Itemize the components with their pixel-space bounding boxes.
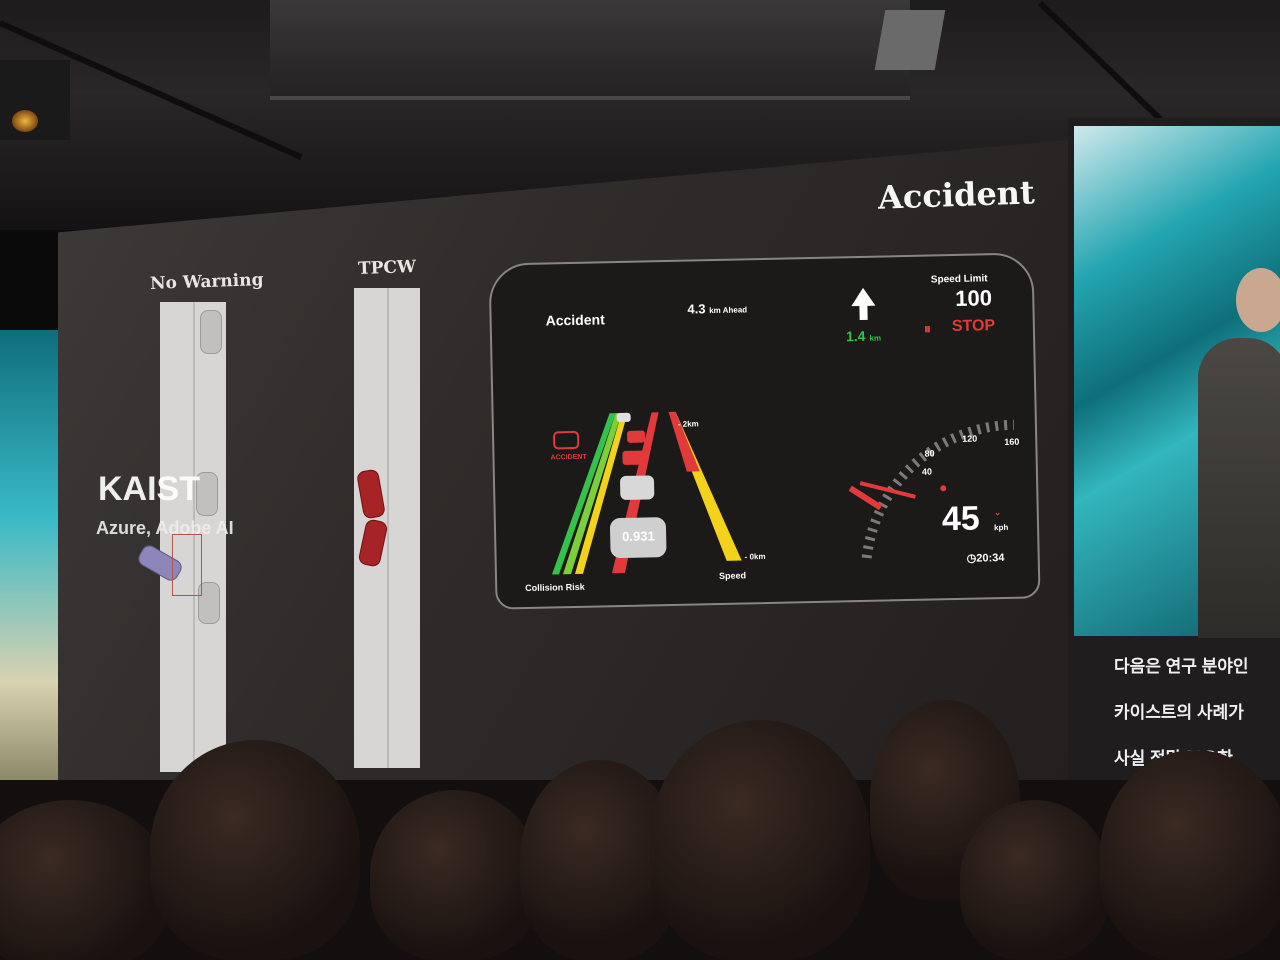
speed-bar-top bbox=[668, 411, 700, 472]
speed-needle bbox=[859, 481, 916, 499]
clock-icon: ◷ bbox=[966, 552, 977, 565]
lead-car bbox=[620, 475, 655, 500]
dial-tick: 160 bbox=[1004, 436, 1020, 447]
no-warning-label: No Warning bbox=[149, 270, 264, 294]
subtitle-line: 카이스트의 사례가 bbox=[1114, 703, 1244, 722]
car bbox=[200, 310, 222, 354]
audience bbox=[0, 700, 1280, 960]
risk-value: 0.931 bbox=[622, 528, 655, 545]
subtitle-line: 다음은 연구 분야인 bbox=[1114, 657, 1249, 676]
audience-head bbox=[1100, 750, 1280, 960]
ceiling-panel bbox=[270, 0, 910, 100]
speed-limit-value: 100 bbox=[955, 285, 993, 311]
stage-light bbox=[12, 110, 38, 132]
speed-down-icon: ⌄ bbox=[993, 507, 1002, 518]
car bbox=[196, 472, 218, 516]
collision-risk-bar bbox=[562, 412, 622, 575]
stop-label: STOP bbox=[951, 317, 996, 336]
accident-icon-label: ACCIDENT bbox=[550, 453, 587, 462]
nav-distance: 1.4 km bbox=[845, 327, 882, 345]
dial-tick: 40 bbox=[921, 466, 933, 477]
audience-head bbox=[0, 800, 170, 960]
dial-tick: 120 bbox=[962, 433, 978, 444]
stop-icon: ⏸ bbox=[923, 320, 932, 337]
partners-text: Azure, Adobe AI bbox=[96, 518, 234, 538]
car-red bbox=[357, 518, 389, 568]
lead-car bbox=[616, 412, 631, 423]
ego-car bbox=[610, 517, 667, 559]
accident-car-icon bbox=[553, 430, 580, 450]
tpcw-label: TPCW bbox=[357, 256, 417, 280]
top-distance-marker: - 2km bbox=[677, 419, 699, 429]
lead-car bbox=[627, 430, 646, 443]
car-red bbox=[355, 468, 387, 520]
collision-risk-bar bbox=[574, 412, 628, 575]
car bbox=[198, 582, 220, 624]
speed-value: 45 bbox=[941, 499, 981, 539]
side-led-wall bbox=[0, 330, 60, 800]
collision-risk-label: Collision Risk bbox=[525, 581, 585, 594]
nav-arrow-icon bbox=[851, 287, 876, 320]
audience-head bbox=[650, 720, 870, 960]
dial-tick: 80 bbox=[924, 448, 935, 459]
audience-head bbox=[150, 740, 360, 960]
distance-ahead: 4.3 km Ahead bbox=[687, 301, 748, 317]
speed-bar-label: Speed bbox=[718, 570, 747, 581]
speed-limit-label: Speed Limit bbox=[930, 273, 988, 286]
tpcw-road bbox=[354, 288, 420, 768]
no-warning-road bbox=[135, 302, 226, 772]
lead-car bbox=[622, 450, 645, 465]
bottom-distance-marker: - 0km bbox=[744, 552, 766, 562]
collision-box bbox=[172, 534, 202, 596]
ceiling-vent bbox=[874, 10, 946, 70]
lane-divider bbox=[387, 288, 389, 768]
clock: ◷20:34 bbox=[966, 552, 1005, 565]
hud-graphics bbox=[551, 287, 1014, 575]
side-video-screen: 다음은 연구 분야인 카이스트의 사례가 사실 정말 중요한 bbox=[1068, 118, 1280, 800]
speed-arrow bbox=[848, 485, 883, 511]
hud-event-label: Accident bbox=[545, 311, 605, 329]
lane-divider bbox=[193, 302, 195, 772]
speed-unit: kph bbox=[993, 522, 1009, 533]
collision-risk-bar bbox=[551, 413, 616, 575]
speed-dial bbox=[861, 419, 1014, 559]
audience-head bbox=[960, 800, 1110, 960]
dial-dot bbox=[940, 485, 947, 492]
audience-head bbox=[370, 790, 540, 960]
driver-hud: Accident 4.3 km Ahead 1.4 km Speed Limit… bbox=[488, 252, 1041, 610]
presenter-head bbox=[1236, 268, 1280, 332]
kaist-logo-text: KAIST bbox=[98, 470, 200, 508]
slide-title: Accident bbox=[877, 173, 1036, 217]
presenter-figure bbox=[1198, 338, 1280, 638]
